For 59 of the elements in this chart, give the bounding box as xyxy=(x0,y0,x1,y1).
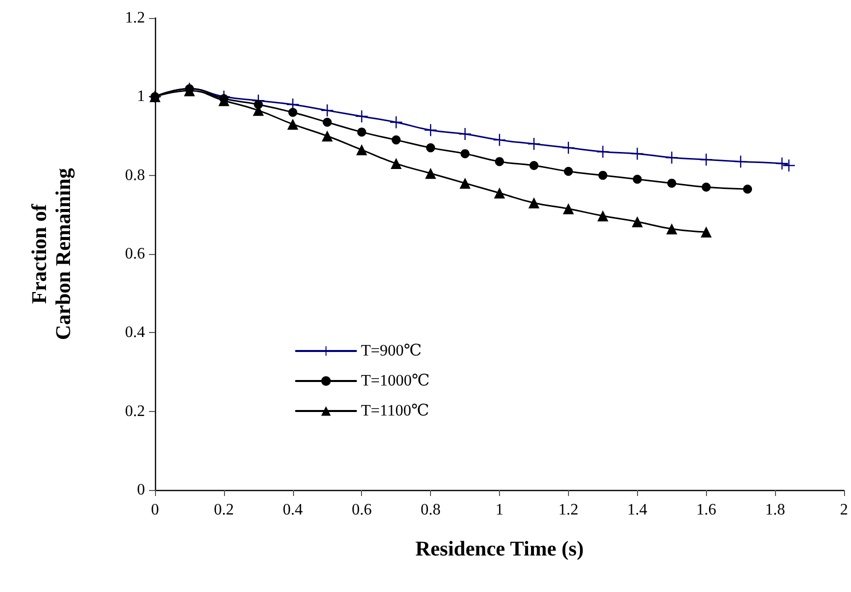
point xyxy=(562,142,574,154)
point xyxy=(564,166,573,176)
point xyxy=(288,108,298,117)
point xyxy=(596,146,609,158)
point xyxy=(528,197,540,208)
point xyxy=(666,223,678,234)
y-tick-label: 0.6 xyxy=(125,246,145,262)
point xyxy=(598,170,608,180)
legend-label: T=1100℃ xyxy=(361,402,430,420)
y-tick-label: 0 xyxy=(137,482,145,498)
point xyxy=(357,128,366,137)
point xyxy=(390,158,402,170)
point xyxy=(322,130,333,142)
x-tick-label: 0.2 xyxy=(214,502,234,518)
y-tick-label: 1 xyxy=(137,88,145,106)
y-tick-label: 0.8 xyxy=(125,166,145,184)
point xyxy=(390,116,402,128)
y-tick-label: 0.4 xyxy=(125,324,145,342)
point xyxy=(632,216,643,228)
point xyxy=(743,184,752,194)
point xyxy=(702,182,711,192)
point xyxy=(460,149,470,158)
y-tick-label: 1.2 xyxy=(125,10,145,26)
y-tick-label: 0.2 xyxy=(125,402,145,420)
point xyxy=(562,203,574,214)
x-tick-label: 0.8 xyxy=(420,502,441,518)
point xyxy=(700,154,712,166)
point xyxy=(632,174,642,184)
point xyxy=(356,110,368,122)
y-axis-title: Fraction of Carbon Remaining xyxy=(27,167,75,340)
x-tick-label: 0.6 xyxy=(352,502,372,518)
legend-label: T=900℃ xyxy=(361,342,422,360)
x-tick-label: 1.8 xyxy=(765,502,786,518)
point xyxy=(287,118,298,130)
point xyxy=(667,178,676,188)
point xyxy=(631,148,644,160)
legend-label: T=1000℃ xyxy=(361,372,430,390)
point xyxy=(734,156,747,168)
x-tick-label: 0.4 xyxy=(282,502,303,518)
point xyxy=(356,144,368,156)
point xyxy=(425,168,436,179)
point xyxy=(321,104,334,116)
point xyxy=(597,210,608,222)
x-tick-label: 2 xyxy=(840,502,848,518)
x-tick-label: 0 xyxy=(151,502,159,518)
x-tick-label: 1.6 xyxy=(696,502,716,518)
point xyxy=(322,118,332,127)
point xyxy=(529,161,538,170)
point xyxy=(700,226,712,238)
x-axis-title: Residence Time (s) xyxy=(415,536,584,560)
point xyxy=(392,135,401,144)
x-tick-label: 1.4 xyxy=(627,502,648,518)
point xyxy=(494,188,505,199)
point xyxy=(666,152,678,164)
point xyxy=(495,157,504,166)
point xyxy=(426,143,436,152)
x-tick-label: 1 xyxy=(496,502,504,518)
x-tick-label: 1.2 xyxy=(558,502,578,518)
point xyxy=(460,178,471,189)
